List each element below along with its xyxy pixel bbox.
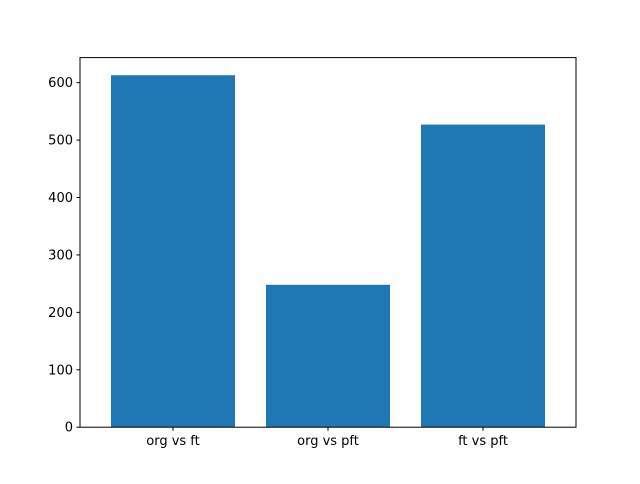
- bar-ft-vs-pft: [421, 124, 545, 428]
- x-tick-label: org vs ft: [146, 434, 200, 449]
- y-tick-label: 400: [48, 191, 73, 206]
- y-tick-label: 600: [48, 76, 73, 91]
- y-tick-label: 200: [48, 306, 73, 321]
- y-tick-label: 300: [48, 248, 73, 263]
- y-tick-label: 500: [48, 134, 73, 149]
- x-tick-label: org vs pft: [297, 434, 359, 449]
- bar-org-vs-pft: [266, 284, 390, 428]
- x-tick-label: ft vs pft: [458, 434, 508, 449]
- bar-org-vs-ft: [111, 75, 235, 428]
- y-tick-label: 0: [65, 421, 73, 436]
- y-tick-label: 100: [48, 363, 73, 378]
